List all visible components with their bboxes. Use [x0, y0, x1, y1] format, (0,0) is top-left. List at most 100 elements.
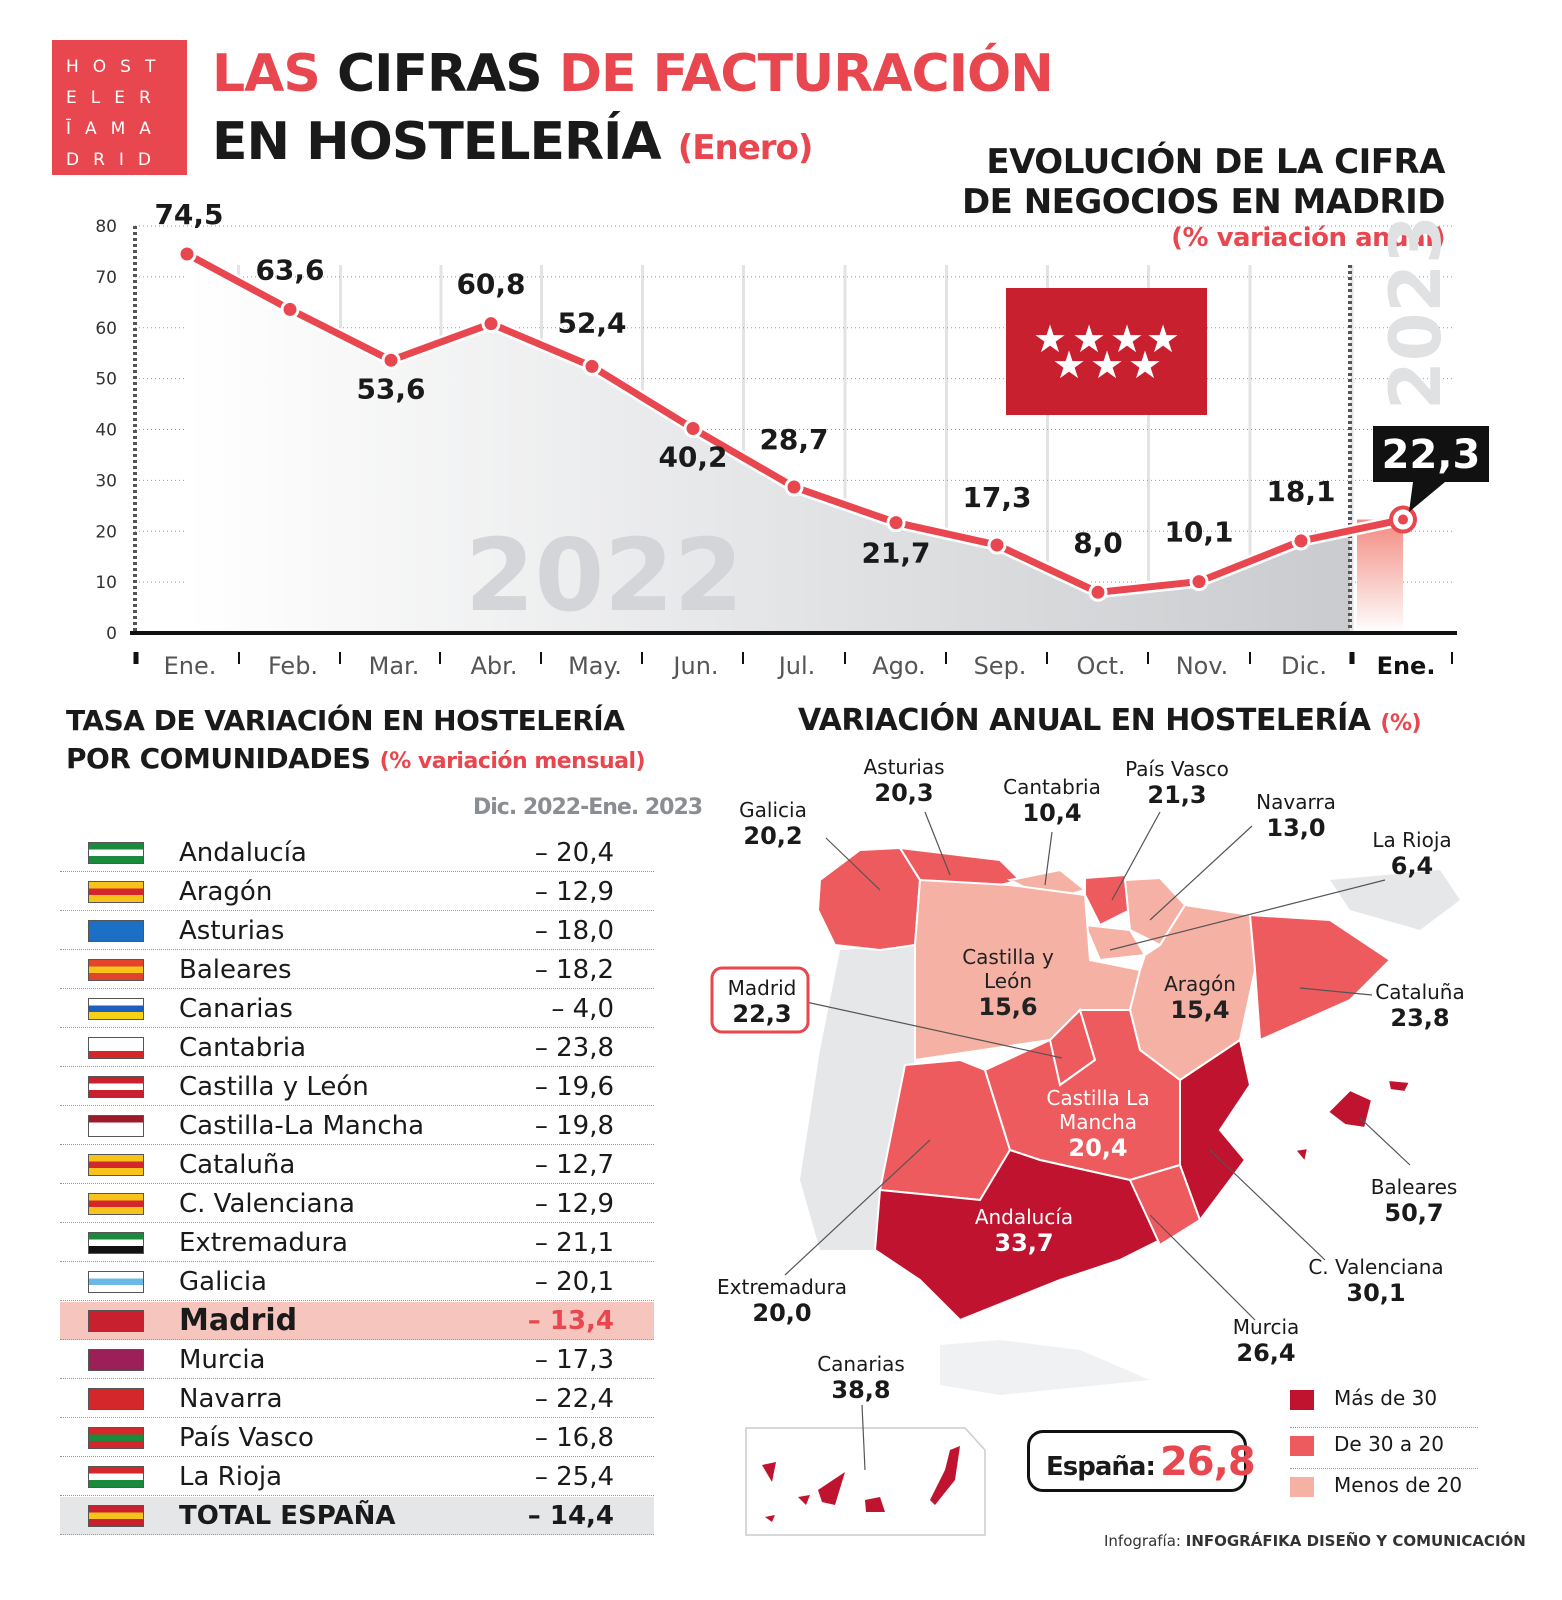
star-icon: ★ — [1072, 317, 1106, 361]
region-name: Navarra — [1256, 790, 1336, 814]
y-tick-label: 30 — [95, 471, 117, 491]
flag-icon — [88, 1232, 144, 1254]
map-title-text: VARIACIÓN ANUAL EN HOSTELERÍA — [798, 703, 1371, 738]
flag-icon — [88, 1427, 144, 1449]
leader-line — [1109, 879, 1386, 951]
region-canarias — [865, 1497, 885, 1512]
table-row: Madrid – 13,4 — [60, 1302, 654, 1340]
x-tick-label: Mar. — [369, 652, 420, 680]
region-name: Extremadura — [717, 1275, 847, 1299]
legend-swatch — [1290, 1389, 1314, 1410]
star-icon: ★ — [1146, 317, 1180, 361]
flag-icon — [88, 1388, 144, 1410]
table-row: Galicia – 20,1 — [60, 1263, 654, 1301]
table-row: Castilla y León – 19,6 — [60, 1068, 654, 1106]
flag-icon — [88, 998, 144, 1020]
region-name: Madrid — [727, 976, 797, 1000]
region-name: Asturias — [179, 916, 285, 946]
region-name: Canarias — [179, 994, 293, 1024]
region-name: Asturias — [863, 755, 945, 779]
region-value: 22,3 — [732, 1000, 792, 1028]
region-value: – 23,8 — [534, 1033, 614, 1063]
data-label: 22,3 — [1382, 432, 1481, 478]
map-title: VARIACIÓN ANUAL EN HOSTELERÍA (%) — [798, 703, 1422, 738]
region-value: – 12,9 — [534, 877, 614, 907]
region-value: 6,4 — [1390, 852, 1434, 880]
map-region-label: Asturias 20,3 — [863, 755, 944, 807]
flag-icon — [88, 1466, 144, 1488]
region-canarias — [818, 1472, 845, 1505]
legend-item: Más de 30 — [1290, 1386, 1437, 1410]
region-value: – 16,8 — [534, 1423, 614, 1453]
title-part: LAS — [212, 44, 337, 104]
region-baleares — [1386, 1078, 1412, 1094]
chart-title-line: DE NEGOCIOS EN MADRID — [961, 182, 1446, 222]
data-point — [1189, 572, 1209, 592]
region-andalucia — [873, 1148, 1162, 1322]
region-value: – 19,6 — [534, 1072, 614, 1102]
region-value: – 19,8 — [534, 1111, 614, 1141]
map-region-label: Navarra 13,0 — [1256, 790, 1336, 842]
leader-line — [1044, 831, 1053, 886]
page-title-line1: LAS CIFRAS DE FACTURACIÓN — [212, 44, 1054, 104]
region-value: – 25,4 — [534, 1462, 614, 1492]
x-tick-label: Ene. — [164, 652, 217, 680]
flag-icon — [88, 1349, 144, 1371]
region-value: – 20,1 — [534, 1267, 614, 1297]
table-row: Andalucía – 20,4 — [60, 834, 654, 872]
map-region-label: Castilla La Mancha 20,4 — [1043, 1086, 1153, 1162]
region-value: 10,4 — [1022, 799, 1082, 827]
region-value: – 13,4 — [527, 1306, 614, 1336]
region-value: 38,8 — [831, 1376, 891, 1404]
region-name: Castilla-La Mancha — [179, 1111, 425, 1141]
region-name: País Vasco — [1125, 757, 1229, 781]
table-row: Navarra – 22,4 — [60, 1380, 654, 1418]
region-value: – 18,0 — [534, 916, 614, 946]
region-name: C. Valenciana — [1308, 1255, 1444, 1279]
data-point — [886, 513, 906, 533]
region-name: Aragón — [1164, 972, 1236, 996]
current-year-bar — [1357, 519, 1403, 633]
chart-title-line: EVOLUCIÓN DE LA CIFRA — [986, 142, 1445, 182]
region-name: Andalucía — [179, 838, 307, 868]
region-value: – 14,4 — [527, 1501, 614, 1531]
region-value: 21,3 — [1147, 781, 1207, 809]
data-label: 18,1 — [1266, 475, 1335, 508]
region-value: 15,4 — [1170, 996, 1230, 1024]
y-tick-label: 0 — [106, 624, 117, 644]
year-watermark-2022: 2022 — [465, 517, 743, 634]
data-label: 40,2 — [658, 440, 727, 473]
map-region-label: País Vasco 21,3 — [1125, 757, 1229, 809]
region-name: Castilla y León — [179, 1072, 369, 1102]
flag-icon — [88, 1193, 144, 1215]
data-label: 10,1 — [1164, 516, 1233, 549]
region-name: Andalucía — [974, 1205, 1074, 1229]
table-row: La Rioja – 25,4 — [60, 1458, 654, 1496]
star-icon: ★ — [1090, 343, 1124, 387]
leader-line — [1149, 825, 1253, 921]
region-canarias — [798, 1495, 810, 1505]
data-point — [381, 350, 401, 370]
region-value: 23,8 — [1390, 1004, 1450, 1032]
map-region-label: Extremadura 20,0 — [717, 1275, 847, 1327]
credit: Infografía: INFOGRÁFIKA DISEÑO Y COMUNIC… — [1104, 1532, 1526, 1550]
canarias-inset — [745, 1427, 986, 1536]
line-chart: 0 10 20 30 40 50 60 70 80 2022 2023 74,5 Ene. 63,6 Feb… — [95, 198, 1489, 680]
map-region-label: La Rioja 6,4 — [1372, 828, 1451, 880]
star-icon: ★ — [1033, 317, 1067, 361]
page-title-line2: EN HOSTELERÍA (Enero) — [212, 112, 813, 172]
region-pais-vasco — [1084, 873, 1132, 927]
region-value: – 17,3 — [534, 1345, 614, 1375]
table-title-line: POR COMUNIDADES — [66, 742, 371, 775]
data-point — [280, 299, 300, 319]
y-tick-label: 40 — [95, 421, 117, 441]
x-tick-label: Nov. — [1176, 652, 1229, 680]
data-label: 28,7 — [759, 423, 828, 456]
table-row: Castilla-La Mancha – 19,8 — [60, 1107, 654, 1145]
leader-line — [825, 837, 881, 891]
data-label: 63,6 — [255, 253, 324, 286]
title-part: EN HOSTELERÍA — [212, 112, 662, 172]
map-title-suffix: (%) — [1380, 711, 1422, 736]
region-name: Aragón — [179, 877, 273, 907]
flag-icon — [88, 881, 144, 903]
